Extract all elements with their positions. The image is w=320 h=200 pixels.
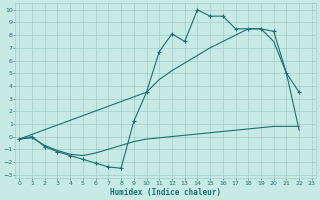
X-axis label: Humidex (Indice chaleur): Humidex (Indice chaleur) <box>110 188 221 197</box>
